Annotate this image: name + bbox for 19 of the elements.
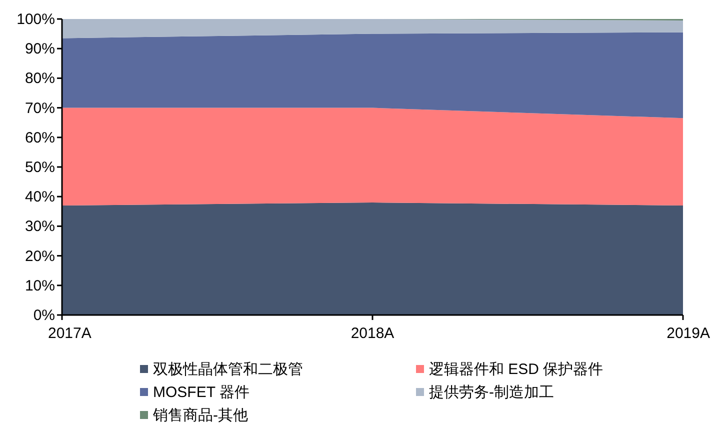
y-tick-label: 80% [24,70,55,88]
x-tick-label: 2019A [666,325,710,342]
x-tick-label: 2018A [350,325,394,342]
y-tick-label: 100% [16,11,55,28]
legend-label: 提供劳务-制造加工 [429,384,554,401]
legend-label: 双极性晶体管和二极管 [153,361,303,378]
y-tick-label: 30% [24,218,55,236]
legend-label: 逻辑器件和 ESD 保护器件 [429,361,604,378]
x-tick-label: 2017A [48,325,92,342]
y-tick-label: 40% [24,188,55,206]
y-tick-label: 10% [24,277,55,294]
y-tick-label: 50% [24,159,55,176]
y-tick-label: 60% [24,129,55,146]
y-tick-label: 70% [24,100,55,117]
legend-label: MOSFET 器件 [153,384,250,401]
legend-label: 销售商品-其他 [152,407,248,424]
y-tick-label: 0% [33,307,55,324]
y-tick-label: 20% [24,248,55,265]
y-tick-label: 90% [24,40,55,58]
